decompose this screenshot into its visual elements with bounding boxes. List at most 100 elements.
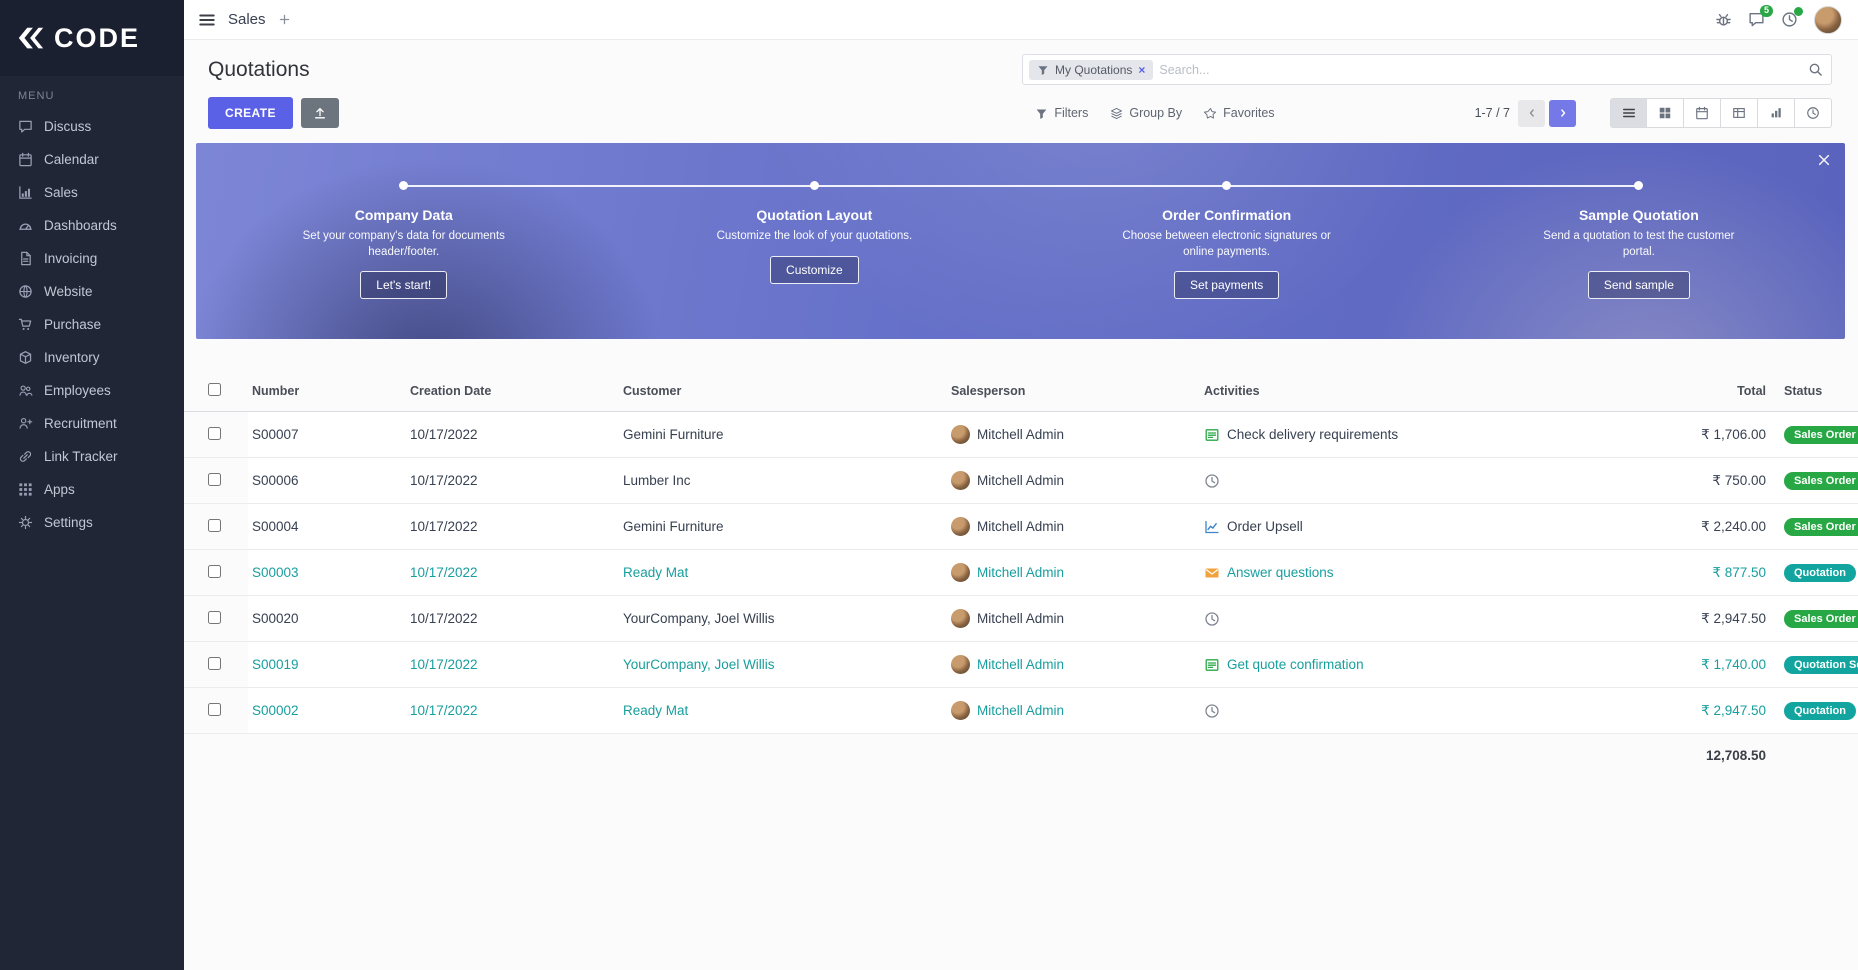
- quotation-number[interactable]: S00007: [248, 411, 406, 458]
- kanban-view-button[interactable]: [1647, 98, 1684, 128]
- order-total: ₹ 2,240.00: [1620, 503, 1770, 550]
- checklist-icon[interactable]: [1204, 427, 1220, 443]
- search-facet[interactable]: My Quotations ×: [1029, 59, 1154, 80]
- row-checkbox[interactable]: [208, 610, 221, 624]
- activities-clock-icon[interactable]: [1781, 7, 1803, 28]
- pager-previous-button[interactable]: [1518, 99, 1545, 127]
- sidebar-item-discuss[interactable]: Discuss: [0, 110, 184, 143]
- status-badge: Sales Order: [1784, 517, 1858, 536]
- column-header-customer[interactable]: Customer: [619, 371, 947, 412]
- kanban-icon: [1658, 106, 1672, 120]
- activity-label[interactable]: Answer questions: [1227, 565, 1334, 580]
- inventory-icon: [18, 350, 33, 365]
- quotation-number[interactable]: S00019: [248, 641, 406, 688]
- step-action-button[interactable]: Customize: [770, 255, 859, 284]
- row-checkbox[interactable]: [208, 518, 221, 532]
- creation-date: 10/17/2022: [406, 457, 619, 504]
- activity-label[interactable]: Get quote confirmation: [1227, 657, 1364, 672]
- sidebar-item-invoicing[interactable]: Invoicing: [0, 242, 184, 275]
- banner-close-icon[interactable]: [1817, 153, 1831, 167]
- sidebar-item-link-tracker[interactable]: Link Tracker: [0, 440, 184, 473]
- page-title: Quotations: [208, 57, 310, 81]
- favorites-button[interactable]: Favorites: [1204, 106, 1275, 120]
- recruitment-icon: [18, 416, 33, 431]
- steps-progress-line: [403, 185, 1639, 187]
- facet-remove-icon[interactable]: ×: [1138, 62, 1146, 77]
- row-checkbox[interactable]: [208, 472, 221, 486]
- calendar-view-button[interactable]: [1684, 98, 1721, 128]
- quotation-number[interactable]: S00020: [248, 595, 406, 642]
- envelope-icon[interactable]: [1204, 565, 1220, 581]
- order-total: ₹ 2,947.50: [1620, 687, 1770, 734]
- sidebar-item-dashboards[interactable]: Dashboards: [0, 209, 184, 242]
- table-row[interactable]: S00003 10/17/2022 Ready Mat Mitchell Adm…: [184, 549, 1858, 596]
- table-row[interactable]: S00020 10/17/2022 YourCompany, Joel Will…: [184, 595, 1858, 642]
- sidebar-item-sales[interactable]: Sales: [0, 176, 184, 209]
- list-view-button[interactable]: [1610, 98, 1647, 128]
- quotation-number[interactable]: S00004: [248, 503, 406, 550]
- row-checkbox[interactable]: [208, 564, 221, 578]
- sidebar-item-apps[interactable]: Apps: [0, 473, 184, 506]
- layers-icon: [1110, 107, 1123, 120]
- column-header-number[interactable]: Number: [248, 371, 406, 412]
- upload-button[interactable]: [300, 98, 339, 128]
- clock-icon[interactable]: [1204, 611, 1220, 627]
- row-checkbox[interactable]: [208, 702, 221, 716]
- footer-total: 12,708.50: [1620, 733, 1770, 776]
- step-action-button[interactable]: Send sample: [1587, 271, 1690, 300]
- sidebar-item-website[interactable]: Website: [0, 275, 184, 308]
- column-header-salesperson[interactable]: Salesperson: [947, 371, 1200, 412]
- current-app-label[interactable]: Sales: [228, 11, 266, 28]
- table-row[interactable]: S00006 10/17/2022 Lumber Inc Mitchell Ad…: [184, 457, 1858, 504]
- salesperson-name: Mitchell Admin: [977, 473, 1065, 488]
- quotation-number[interactable]: S00003: [248, 549, 406, 596]
- sidebar-item-inventory[interactable]: Inventory: [0, 341, 184, 374]
- step-dot-icon: [809, 181, 819, 190]
- select-all-checkbox[interactable]: [208, 383, 221, 396]
- column-header-total[interactable]: Total: [1620, 371, 1770, 412]
- checklist-icon[interactable]: [1204, 657, 1220, 673]
- table-row[interactable]: S00019 10/17/2022 YourCompany, Joel Will…: [184, 641, 1858, 688]
- graph-view-button[interactable]: [1758, 98, 1795, 128]
- create-button[interactable]: CREATE: [208, 97, 293, 129]
- search-input[interactable]: [1159, 62, 1808, 77]
- activity-label[interactable]: Check delivery requirements: [1227, 427, 1399, 442]
- app-logo[interactable]: CODE: [0, 0, 184, 76]
- clock-icon[interactable]: [1204, 703, 1220, 719]
- funnel-icon: [1035, 107, 1048, 120]
- pager-next-button[interactable]: [1549, 99, 1576, 127]
- chart-icon[interactable]: [1204, 519, 1220, 535]
- quotation-number[interactable]: S00002: [248, 687, 406, 734]
- activity-label[interactable]: Order Upsell: [1227, 519, 1303, 534]
- row-checkbox[interactable]: [208, 656, 221, 670]
- pivot-view-button[interactable]: [1721, 98, 1758, 128]
- salesperson-avatar: [951, 563, 970, 582]
- table-row[interactable]: S00004 10/17/2022 Gemini Furniture Mitch…: [184, 503, 1858, 550]
- step-action-button[interactable]: Set payments: [1173, 271, 1280, 300]
- order-total: ₹ 1,706.00: [1620, 411, 1770, 458]
- activity-view-button[interactable]: [1795, 98, 1832, 128]
- step-action-button[interactable]: Let's start!: [360, 271, 448, 300]
- column-header-status[interactable]: Status: [1770, 371, 1858, 412]
- clock-icon[interactable]: [1204, 473, 1220, 489]
- sidebar-item-purchase[interactable]: Purchase: [0, 308, 184, 341]
- plus-icon[interactable]: [278, 13, 291, 26]
- bug-icon[interactable]: [1715, 11, 1732, 28]
- search-icon[interactable]: [1808, 62, 1823, 77]
- user-avatar[interactable]: [1814, 5, 1842, 34]
- sidebar-item-settings[interactable]: Settings: [0, 506, 184, 539]
- column-header-creation-date[interactable]: Creation Date: [406, 371, 619, 412]
- quotation-number[interactable]: S00006: [248, 457, 406, 504]
- sidebar-item-employees[interactable]: Employees: [0, 374, 184, 407]
- group-by-button[interactable]: Group By: [1110, 106, 1182, 120]
- table-row[interactable]: S00002 10/17/2022 Ready Mat Mitchell Adm…: [184, 687, 1858, 734]
- hamburger-menu-icon[interactable]: [198, 11, 216, 29]
- messages-icon[interactable]: 5: [1748, 5, 1773, 28]
- search-bar[interactable]: My Quotations ×: [1022, 54, 1832, 85]
- table-row[interactable]: S00007 10/17/2022 Gemini Furniture Mitch…: [184, 411, 1858, 458]
- row-checkbox[interactable]: [208, 426, 221, 440]
- filters-button[interactable]: Filters: [1035, 106, 1088, 120]
- column-header-activities[interactable]: Activities: [1200, 371, 1620, 412]
- sidebar-item-recruitment[interactable]: Recruitment: [0, 407, 184, 440]
- sidebar-item-calendar[interactable]: Calendar: [0, 143, 184, 176]
